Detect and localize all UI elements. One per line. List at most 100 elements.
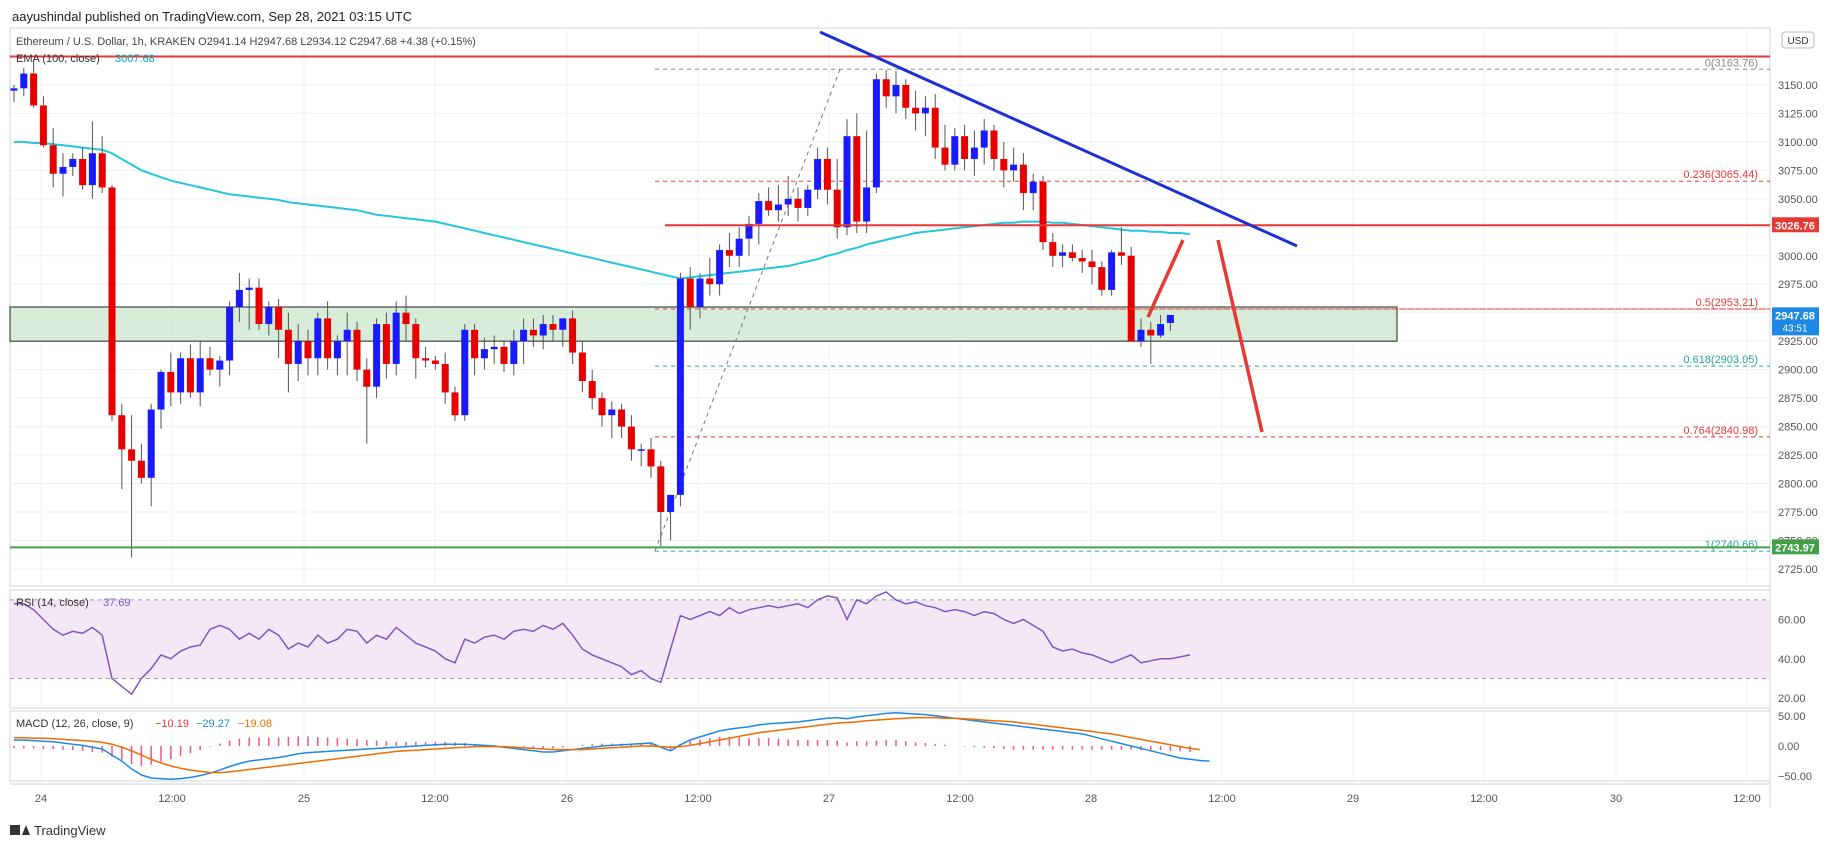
fib-level-label: 0.236(3065.44): [1683, 169, 1758, 181]
candle-body: [304, 341, 312, 359]
candle-body: [735, 238, 743, 256]
projected-path: [1146, 239, 1185, 318]
candle-body: [510, 341, 518, 364]
candle-body: [294, 341, 302, 364]
candle-body: [412, 324, 420, 359]
candle-body: [10, 88, 18, 91]
time-tick-label: 30: [1610, 793, 1622, 805]
rsi-label: RSI (14, close): [16, 597, 89, 609]
macd-panel: 50.00 0.00 −50.00: [13, 711, 1812, 783]
price-tag: [1772, 539, 1819, 555]
candle-body: [88, 153, 96, 186]
candle-body: [1098, 267, 1106, 290]
price-tick-label: 2900.00: [1778, 365, 1818, 377]
candle-body: [235, 289, 243, 307]
price-tick-label: 2975.00: [1778, 279, 1818, 291]
candle-body: [627, 426, 635, 450]
candle-body: [912, 107, 920, 114]
candle-body: [637, 449, 645, 451]
candle-body: [69, 158, 77, 167]
candle-body: [157, 371, 165, 410]
candle-body: [284, 329, 292, 364]
candle-body: [226, 307, 234, 361]
candle-body: [1117, 252, 1125, 256]
ema-value: 3007.68: [115, 53, 155, 65]
candle-body: [529, 329, 537, 336]
candle-body: [647, 449, 655, 467]
price-tag-label: 3026.76: [1775, 220, 1815, 232]
candle-body: [333, 341, 341, 359]
rsi-band: [10, 599, 1770, 679]
candle-body: [30, 73, 38, 106]
candle-body: [569, 318, 577, 353]
bearish-trend-line[interactable]: [819, 30, 1298, 248]
candle-body: [814, 158, 822, 190]
currency-badge[interactable]: [1781, 31, 1815, 49]
candle-body: [1078, 258, 1086, 262]
candle-body: [20, 73, 28, 89]
price-tick-label: 2725.00: [1778, 564, 1818, 576]
candle-body: [147, 409, 155, 478]
candle-body: [833, 189, 841, 228]
candle-body: [941, 147, 949, 165]
macd-tick-label: 0.00: [1778, 741, 1799, 753]
candle-body: [39, 105, 47, 146]
candle-body: [608, 409, 616, 416]
macd-label: MACD (12, 26, close, 9): [16, 718, 133, 730]
candle-body: [353, 329, 361, 370]
candle-body: [392, 312, 400, 364]
price-tick-label: 3125.00: [1778, 108, 1818, 120]
candle-body: [1010, 164, 1018, 171]
fib-diagonal: [654, 69, 841, 552]
candle-body: [167, 371, 175, 393]
candle-body: [520, 329, 528, 342]
candle-body: [118, 415, 126, 450]
candle-body: [490, 346, 498, 350]
time-tick-label: 27: [823, 793, 835, 805]
candle-body: [578, 352, 586, 382]
candle-body: [990, 130, 998, 159]
candle-body: [480, 349, 488, 359]
ema-label: EMA (100, close): [16, 53, 100, 65]
candle-body: [588, 381, 596, 399]
candle-body: [216, 360, 224, 370]
candle-body: [853, 136, 861, 222]
price-tag-label: 2743.97: [1775, 542, 1815, 554]
price-tick-label: 2775.00: [1778, 507, 1818, 519]
candle-body: [823, 158, 831, 190]
candle-body: [794, 198, 802, 208]
candle-body: [324, 318, 332, 359]
time-tick-label: 12:00: [1208, 793, 1236, 805]
time-tick-label: 24: [35, 793, 47, 805]
candle-body: [1157, 324, 1165, 336]
time-tick-label: 26: [561, 793, 573, 805]
candle-body: [108, 187, 116, 416]
rsi-line: [14, 591, 1191, 696]
candle-body: [784, 198, 792, 205]
fib-level-label: 0.618(2903.05): [1683, 354, 1758, 366]
publisher-line: aayushindal published on TradingView.com…: [12, 9, 413, 24]
candle-body: [451, 392, 459, 416]
fibonacci-levels: 0(3163.76) 0.236(3065.44) 0.5(2953.21) 0.61…: [654, 57, 1770, 552]
time-tick-label: 25: [298, 793, 310, 805]
candle-body: [314, 318, 322, 359]
macd-line: [14, 712, 1210, 780]
candle-body: [539, 324, 547, 336]
candle-body: [676, 278, 684, 495]
candle-body: [1059, 252, 1067, 256]
tradingview-logo: [10, 825, 30, 835]
candle-body: [471, 329, 479, 359]
price-tick-label: 2875.00: [1778, 393, 1818, 405]
price-tick-label: 2800.00: [1778, 479, 1818, 491]
candle-body: [1049, 242, 1057, 256]
time-tick-label: 12:00: [684, 793, 712, 805]
candle-body: [49, 145, 57, 174]
rsi-value: 37.69: [103, 597, 131, 609]
candle-body: [59, 166, 67, 174]
candlesticks: [10, 59, 1174, 558]
candle-body: [1147, 329, 1155, 336]
candle-body: [1039, 181, 1047, 243]
candle-body: [863, 187, 871, 222]
candle-body: [686, 278, 694, 307]
